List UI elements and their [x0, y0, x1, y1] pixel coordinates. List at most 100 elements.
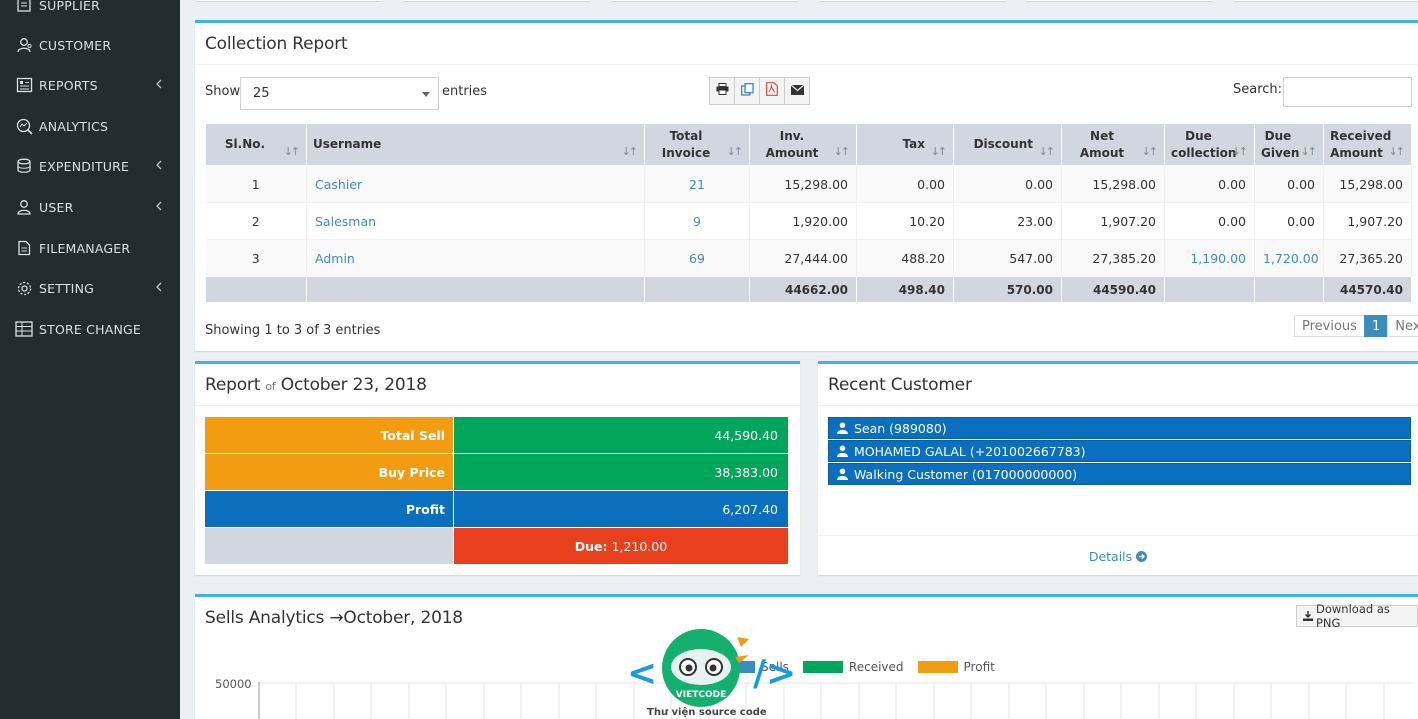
- customer-item[interactable]: Walking Customer (017000000000): [828, 463, 1411, 485]
- sidebar-item-customer[interactable]: CUSTOMER: [0, 30, 180, 60]
- user-link[interactable]: Admin: [315, 250, 355, 266]
- sidebar-item-label: STORE CHANGE: [39, 321, 141, 337]
- show-label: Show: [205, 84, 241, 99]
- sidebar-item-setting[interactable]: SETTING: [0, 273, 180, 303]
- user-link[interactable]: Salesman: [315, 213, 377, 229]
- table-total-row: 44662.00 498.40 570.00 44590.40 44570.40: [205, 276, 1412, 303]
- vietcode-logo: < /> VIETCODE: [627, 629, 796, 707]
- col-total-invoice[interactable]: Total Invoice ↓↑: [644, 123, 750, 166]
- print-icon: [716, 83, 729, 99]
- col-sl-no[interactable]: Sl.No. ↓↑: [205, 123, 307, 166]
- reports-icon: [14, 75, 34, 95]
- chevron-left-icon: [156, 282, 162, 292]
- invoice-link[interactable]: 69: [689, 250, 705, 266]
- pager-page[interactable]: 1: [1363, 315, 1389, 337]
- table-row: 2 Salesman 9 1,920.00 10.20 23.00 1,907.…: [205, 202, 1412, 240]
- col-net-amount[interactable]: Net Amout ↓↑: [1061, 123, 1165, 166]
- vietcode-watermark: < /> VIETCODE Thư viện source code: [625, 627, 796, 719]
- legend-swatch-profit: [917, 661, 958, 673]
- invoice-link[interactable]: 9: [693, 213, 701, 229]
- sort-icon: ↓↑: [930, 145, 948, 158]
- sidebar-item-analytics[interactable]: ANALYTICS: [0, 111, 180, 141]
- col-discount[interactable]: Discount ↓↑: [953, 123, 1062, 166]
- envelope-icon: [790, 84, 804, 99]
- sidebar-item-label: FILEMANAGER: [39, 240, 131, 256]
- legend-label-received: Received: [848, 660, 904, 674]
- customer-item[interactable]: Sean (989080): [828, 417, 1411, 439]
- sidebar-item-user[interactable]: USER: [0, 192, 180, 222]
- sort-icon: ↓↑: [283, 145, 301, 158]
- sidebar-item-label: CUSTOMER: [39, 37, 112, 53]
- report-row-profit: Profit 6,207.40: [205, 491, 788, 528]
- daily-report-box: Report of October 23, 2018 Total Sell 44…: [195, 361, 800, 575]
- sort-icon: ↓↑: [1231, 145, 1249, 158]
- copy-button[interactable]: [734, 77, 760, 105]
- sidebar-item-supplier[interactable]: SUPPLIER: [0, 0, 180, 20]
- sidebar-item-label: USER: [39, 199, 74, 215]
- collection-table: Sl.No. ↓↑ Username ↓↑ Total Invoice ↓↑ Inv.…: [205, 123, 1412, 303]
- col-due-collection[interactable]: Due collection ↓↑: [1164, 123, 1255, 166]
- details-link[interactable]: Details: [818, 549, 1418, 564]
- chevron-left-icon: [156, 201, 162, 211]
- report-row-total-sell: Total Sell 44,590.40: [205, 417, 788, 454]
- table-header-row: Sl.No. ↓↑ Username ↓↑ Total Invoice ↓↑ Inv.…: [205, 123, 1412, 166]
- due-given-link[interactable]: 1,720.00: [1263, 250, 1319, 266]
- user-icon: [14, 197, 34, 217]
- svg-text:<: <: [627, 653, 657, 694]
- due-label: Due:: [574, 538, 608, 554]
- email-button[interactable]: [784, 77, 810, 105]
- search-label: Search:: [1233, 82, 1283, 97]
- sidebar-item-filemanager[interactable]: FILEMANAGER: [0, 233, 180, 263]
- customer-icon: [14, 35, 34, 55]
- box-title: Report of October 23, 2018: [205, 375, 427, 395]
- user-icon: [837, 422, 848, 434]
- col-inv-amount[interactable]: Inv. Amount ↓↑: [749, 123, 857, 166]
- legend-swatch-received: [802, 661, 843, 673]
- sidebar-item-label: SETTING: [39, 280, 95, 296]
- export-buttons: [709, 77, 810, 105]
- user-icon: [837, 445, 848, 457]
- due-value: 1,210.00: [611, 538, 668, 554]
- search-input[interactable]: [1283, 77, 1412, 107]
- sort-icon: ↓↑: [726, 145, 744, 158]
- pagination: Previous 1 Next: [1294, 315, 1418, 337]
- watermark-caption: Thư viện source code: [647, 707, 767, 718]
- table-info: Showing 1 to 3 of 3 entries: [205, 323, 381, 338]
- pdf-button[interactable]: [759, 77, 785, 105]
- user-link[interactable]: Cashier: [315, 176, 363, 192]
- arrow-circle-right-icon: [1136, 549, 1148, 564]
- entries-select[interactable]: 25: [240, 77, 439, 110]
- col-username[interactable]: Username ↓↑: [306, 123, 645, 166]
- sidebar-item-label: EXPENDITURE: [39, 158, 130, 174]
- sidebar-item-label: REPORTS: [39, 77, 98, 93]
- caret-down-icon: [422, 92, 430, 97]
- col-due-given[interactable]: Due Given ↓↑: [1254, 123, 1324, 166]
- sells-analytics-box: Sells Analytics →October, 2018 Download …: [195, 594, 1418, 719]
- sort-icon: ↓↑: [833, 145, 851, 158]
- customer-item[interactable]: MOHAMED GALAL (+201002667783): [828, 440, 1411, 462]
- col-tax[interactable]: Tax ↓↑: [856, 123, 954, 166]
- download-icon: [1303, 611, 1313, 621]
- box-title: Recent Customer: [828, 375, 972, 395]
- pager-next[interactable]: Next: [1387, 315, 1418, 337]
- due-collection-link[interactable]: 1,190.00: [1190, 250, 1246, 266]
- col-received-amount[interactable]: Received Amount ↓↑: [1323, 123, 1412, 166]
- chart-grid: [258, 682, 1413, 719]
- sidebar-item-reports[interactable]: REPORTS: [0, 70, 180, 100]
- print-button[interactable]: [709, 77, 735, 105]
- download-png-button[interactable]: Download as PNG: [1296, 602, 1418, 630]
- supplier-icon: [14, 0, 34, 15]
- user-icon: [837, 468, 848, 480]
- top-stat-box: [1026, 0, 1213, 2]
- chevron-left-icon: [156, 79, 162, 89]
- sidebar: SUPPLIER CUSTOMER REPORTS ANALYTICS EXPE…: [0, 0, 180, 719]
- sort-icon: ↓↑: [621, 145, 639, 158]
- recent-customer-box: Recent Customer Sean (989080) MOHAMED GA…: [818, 361, 1418, 575]
- report-row-buy-price: Buy Price 38,383.00: [205, 454, 788, 491]
- sidebar-item-expenditure[interactable]: EXPENDITURE: [0, 151, 180, 181]
- sidebar-item-store-change[interactable]: STORE CHANGE: [0, 314, 180, 344]
- table-row: 1 Cashier 21 15,298.00 0.00 0.00 15,298.…: [205, 165, 1412, 203]
- pager-previous[interactable]: Previous: [1294, 315, 1365, 337]
- invoice-link[interactable]: 21: [689, 176, 705, 192]
- y-axis-tick: 50000: [215, 677, 252, 691]
